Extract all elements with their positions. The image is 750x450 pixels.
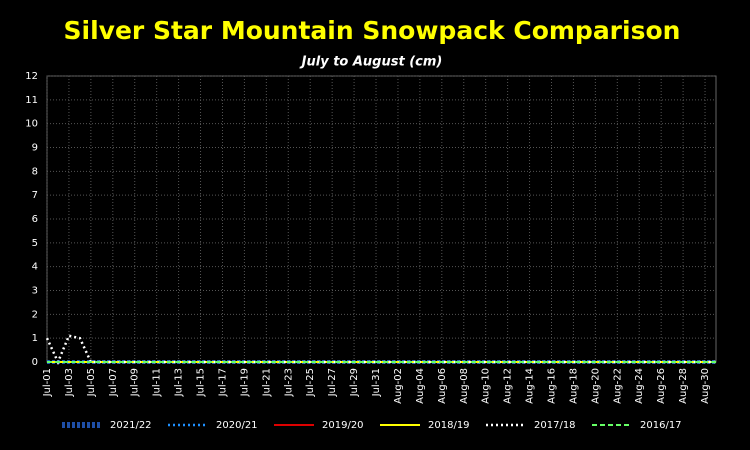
chart-title: Silver Star Mountain Snowpack Comparison: [64, 16, 681, 45]
y-tick-label: 8: [32, 166, 38, 177]
x-tick-label: Aug-24: [634, 368, 645, 404]
y-tick-label: 1: [32, 333, 38, 344]
x-tick-label: Jul-01: [42, 368, 53, 397]
x-tick-label: Jul-05: [86, 368, 97, 397]
x-tick-label: Aug-02: [393, 368, 404, 404]
x-tick-label: Aug-26: [656, 368, 667, 404]
legend-label: 2018/19: [428, 420, 470, 431]
x-tick-label: Jul-09: [130, 368, 141, 397]
x-tick-label: Aug-08: [459, 368, 470, 404]
x-tick-label: Jul-15: [196, 368, 207, 397]
series-line: [45, 334, 716, 366]
x-tick-label: Aug-10: [481, 368, 492, 404]
x-tick-label: Jul-11: [152, 368, 163, 397]
y-tick-label: 9: [32, 143, 38, 154]
legend-label: 2019/20: [322, 420, 364, 431]
x-tick-label: Jul-03: [64, 368, 75, 397]
y-tick-label: 12: [25, 71, 38, 82]
y-tick-label: 4: [32, 262, 38, 273]
x-tick-label: Jul-21: [261, 368, 272, 397]
legend-label: 2016/17: [640, 420, 682, 431]
legend-label: 2020/21: [216, 420, 258, 431]
x-tick-label: Jul-31: [371, 368, 382, 397]
y-tick-label: 5: [32, 238, 38, 249]
x-tick-label: Aug-06: [437, 368, 448, 404]
x-tick-label: Aug-04: [415, 368, 426, 404]
y-tick-label: 11: [25, 95, 38, 106]
x-tick-label: Aug-16: [546, 368, 557, 404]
y-tick-label: 10: [25, 119, 38, 130]
y-tick-label: 6: [32, 214, 38, 225]
y-tick-label: 3: [32, 286, 38, 297]
y-tick-label: 0: [32, 357, 38, 368]
x-tick-label: Aug-30: [700, 368, 711, 404]
plot-area: [46, 75, 717, 363]
x-tick-label: Jul-27: [327, 368, 338, 397]
x-tick-label: Aug-14: [525, 368, 536, 404]
x-tick-label: Jul-25: [305, 368, 316, 397]
x-tick-label: Aug-28: [678, 368, 689, 404]
x-tick-label: Jul-29: [349, 368, 360, 397]
x-tick-label: Aug-22: [612, 368, 623, 404]
x-tick-label: Aug-12: [503, 368, 514, 404]
legend-label: 2021/22: [110, 420, 152, 431]
y-tick-label: 7: [32, 190, 38, 201]
chart-subtitle: July to August (cm): [299, 55, 443, 70]
x-tick-label: Aug-20: [590, 368, 601, 404]
x-tick-label: Aug-18: [568, 368, 579, 404]
x-tick-label: Jul-19: [239, 368, 250, 397]
y-tick-label: 2: [32, 309, 38, 320]
x-tick-label: Jul-07: [108, 368, 119, 397]
legend-label: 2017/18: [534, 420, 576, 431]
x-tick-label: Jul-13: [174, 368, 185, 397]
x-tick-label: Jul-17: [217, 368, 228, 397]
x-tick-label: Jul-23: [283, 368, 294, 397]
